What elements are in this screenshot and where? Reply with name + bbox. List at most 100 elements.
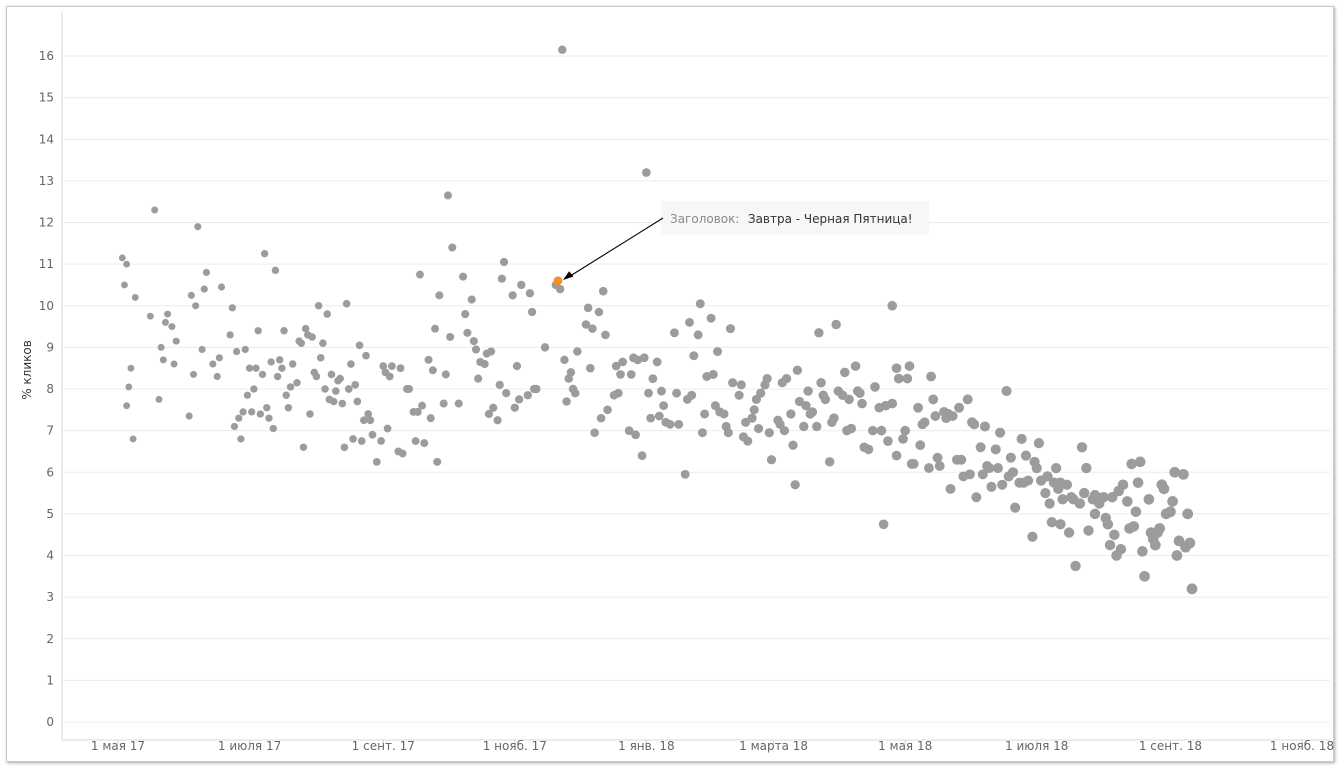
data-point — [824, 457, 835, 467]
data-point — [454, 399, 463, 408]
x-tick-label: 1 июля 18 — [1005, 739, 1068, 753]
data-point — [1042, 471, 1053, 482]
data-point — [601, 330, 610, 340]
data-point — [1139, 571, 1150, 582]
data-point — [990, 444, 1001, 455]
data-point — [680, 469, 690, 479]
x-axis-ticks: 1 мая 17 1 июля 17 1 сент. 17 1 нояб. 17 1 я… — [91, 739, 1334, 753]
y-tick-label: 5 — [46, 507, 54, 521]
data-point — [245, 364, 254, 372]
data-point — [474, 374, 483, 383]
data-point — [1010, 502, 1021, 513]
data-point — [807, 407, 818, 417]
data-point — [891, 450, 902, 461]
data-point — [1106, 491, 1118, 503]
data-point — [254, 327, 262, 335]
data-point — [185, 412, 193, 420]
data-point — [347, 360, 355, 368]
data-point — [659, 401, 669, 411]
data-point — [1165, 506, 1176, 518]
data-point — [850, 361, 861, 371]
data-point — [1001, 386, 1012, 397]
data-point — [312, 372, 321, 381]
data-point — [725, 324, 736, 334]
data-point — [512, 361, 522, 371]
data-point — [812, 421, 822, 432]
data-point — [265, 414, 273, 422]
data-point — [997, 479, 1008, 490]
y-tick-label: 4 — [46, 549, 54, 563]
data-point — [928, 394, 939, 405]
data-point — [1020, 450, 1032, 461]
data-point — [362, 351, 370, 360]
data-point — [764, 428, 774, 438]
data-point — [723, 428, 733, 438]
data-point — [424, 355, 433, 364]
data-point — [1051, 462, 1062, 474]
data-point — [695, 299, 705, 309]
x-tick-label: 1 мая 17 — [91, 739, 145, 753]
data-point — [155, 395, 163, 403]
data-point — [301, 324, 310, 333]
data-point — [995, 427, 1006, 438]
data-point — [979, 421, 990, 432]
data-point — [975, 442, 986, 453]
data-point — [340, 443, 349, 452]
y-tick-label: 8 — [46, 382, 54, 396]
data-point — [876, 425, 887, 436]
data-point — [857, 398, 867, 409]
data-point — [306, 410, 314, 418]
data-point — [349, 435, 357, 443]
data-point — [418, 401, 427, 410]
data-point — [706, 313, 716, 323]
data-point — [792, 365, 803, 375]
data-point — [1074, 498, 1086, 509]
data-point — [411, 437, 420, 445]
y-tick-label: 16 — [39, 49, 54, 63]
data-point — [870, 382, 880, 392]
y-tick-label: 14 — [39, 132, 54, 146]
data-point — [1102, 519, 1114, 530]
data-point — [1005, 452, 1016, 463]
data-point — [127, 364, 135, 372]
data-point — [1055, 519, 1066, 530]
data-point — [187, 291, 195, 299]
data-point — [741, 417, 751, 427]
data-point — [947, 411, 958, 422]
data-point — [428, 366, 437, 375]
data-point — [314, 301, 323, 310]
data-point — [332, 387, 340, 395]
data-point — [1134, 456, 1146, 468]
data-point — [562, 397, 571, 406]
data-point — [480, 359, 489, 369]
data-point — [118, 254, 126, 262]
data-point — [299, 443, 308, 452]
x-tick-label: 1 нояб. 17 — [483, 739, 547, 753]
data-point — [685, 317, 694, 327]
y-tick-label: 9 — [46, 340, 54, 354]
data-point — [527, 307, 537, 317]
data-point — [267, 358, 275, 366]
data-point — [1184, 537, 1196, 549]
data-point — [1126, 458, 1137, 470]
data-point — [747, 413, 757, 423]
data-point — [1083, 525, 1094, 536]
data-point — [329, 397, 338, 406]
data-point — [353, 397, 362, 406]
data-point — [904, 361, 915, 371]
y-tick-label: 7 — [46, 424, 54, 438]
data-point — [652, 357, 662, 367]
data-point — [366, 416, 375, 425]
data-point — [258, 370, 267, 379]
x-tick-label: 1 сент. 18 — [1139, 739, 1202, 753]
data-point — [814, 328, 824, 338]
data-point — [631, 430, 640, 440]
data-point — [514, 395, 524, 404]
data-point — [151, 206, 159, 214]
data-point — [977, 469, 988, 480]
data-point — [1044, 498, 1055, 509]
data-point — [131, 293, 139, 301]
data-point — [448, 243, 457, 252]
data-point — [226, 331, 234, 339]
